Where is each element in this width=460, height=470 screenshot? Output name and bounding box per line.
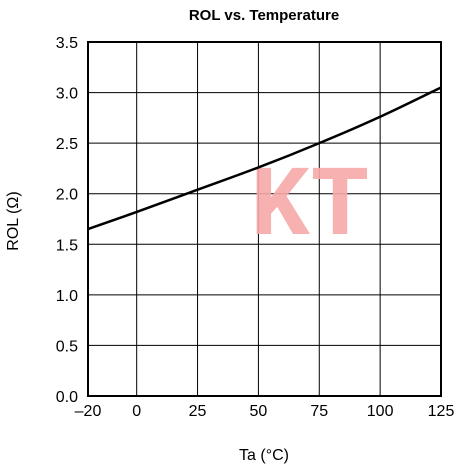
y-tick-label: 0.0 (56, 389, 78, 406)
y-tick-label: 3.0 (56, 86, 78, 103)
x-tick-label: 25 (189, 403, 207, 420)
x-tick-label: –20 (75, 403, 102, 420)
watermark-layer: KT (250, 152, 370, 265)
x-tick-label: 50 (250, 403, 268, 420)
series-layer (87, 86, 442, 231)
y-tick-labels: 0.0 0.5 1.0 1.5 2.0 2.5 3.0 3.5 (56, 35, 78, 406)
x-tick-label: 125 (428, 403, 455, 420)
y-tick-label: 0.5 (56, 338, 78, 355)
x-axis-label: Ta (°C) (239, 447, 289, 464)
y-tick-label: 3.5 (56, 35, 78, 52)
y-tick-label: 1.0 (56, 288, 78, 305)
grid (88, 42, 441, 396)
y-axis-label: ROL (Ω) (5, 191, 22, 250)
x-tick-label: 0 (132, 403, 141, 420)
watermark: KT (250, 152, 370, 265)
x-tick-label: 100 (367, 403, 394, 420)
plot-frame (87, 41, 442, 397)
x-tick-labels: –20 0 25 50 75 100 125 (75, 403, 455, 420)
y-tick-label: 2.5 (56, 136, 78, 153)
y-tick-label: 1.5 (56, 237, 78, 254)
x-tick-label: 75 (310, 403, 328, 420)
y-tick-label: 2.0 (56, 187, 78, 204)
series-line (87, 86, 442, 231)
chart-title: ROL vs. Temperature (189, 7, 339, 24)
